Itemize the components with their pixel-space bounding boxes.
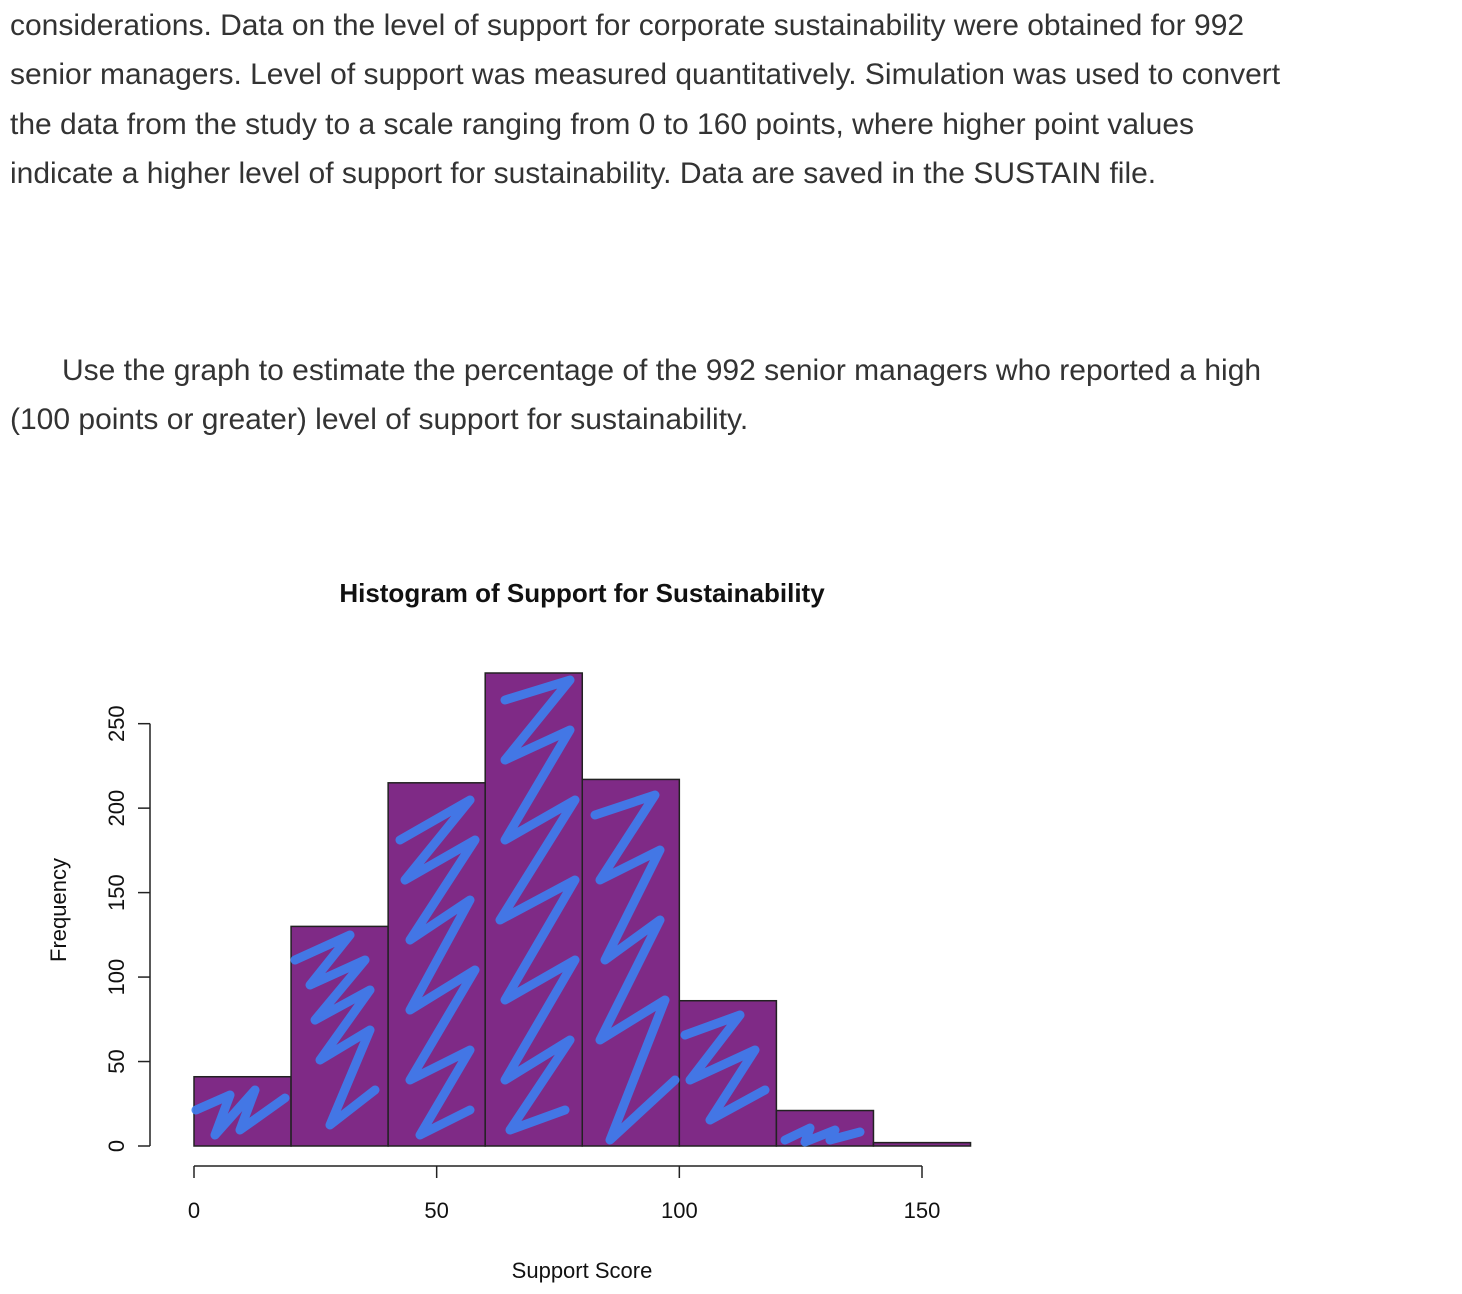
y-tick-label: 50 <box>104 1049 129 1073</box>
y-axis-label: Frequency <box>46 858 71 962</box>
y-tick-label: 150 <box>104 874 129 911</box>
bar <box>290 925 389 1147</box>
text-line: indicate a higher level of support for s… <box>10 156 1157 190</box>
text-line: senior managers. Level of support was me… <box>10 58 1281 92</box>
y-tick-label: 100 <box>104 959 129 996</box>
y-tick-label: 250 <box>104 705 129 742</box>
x-tick-label: 100 <box>661 1198 698 1223</box>
text-line: (100 points or greater) level of support… <box>10 403 749 437</box>
x-tick-label: 150 <box>904 1198 941 1223</box>
text-line: considerations. Data on the level of sup… <box>10 9 1245 42</box>
bar <box>484 672 584 1147</box>
text-line: Use the graph to estimate the percentage… <box>62 354 1262 387</box>
bar <box>581 778 681 1147</box>
chart-title: Histogram of Support for Sustainability <box>339 578 825 608</box>
x-tick-label: 0 <box>188 1198 200 1223</box>
y-tick-label: 200 <box>104 790 129 827</box>
x-tick-label: 50 <box>424 1198 448 1223</box>
bar <box>678 999 778 1147</box>
text-line: the data from the study to a scale rangi… <box>10 107 1195 141</box>
bar <box>193 1075 292 1147</box>
x-axis-label: Support Score <box>512 1258 653 1283</box>
bar <box>775 1109 875 1147</box>
y-tick-label: 0 <box>104 1140 129 1152</box>
bar <box>872 1141 972 1147</box>
bar <box>387 782 486 1147</box>
